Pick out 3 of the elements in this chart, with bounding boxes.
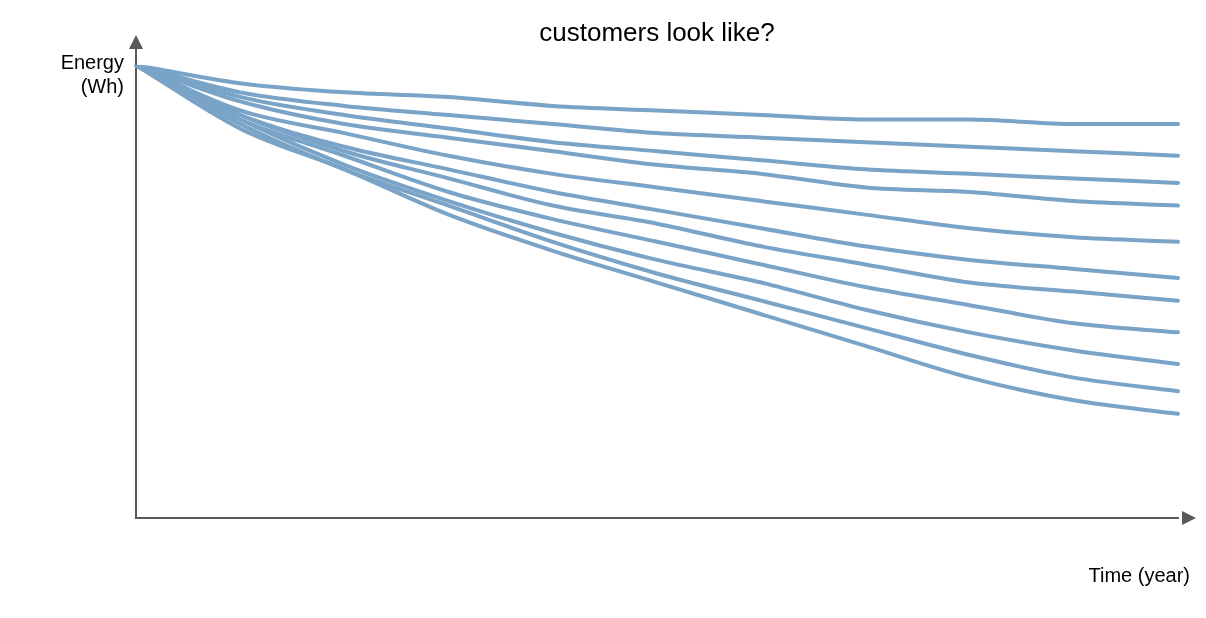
x-axis-title: Time (year) [1088, 563, 1190, 586]
y-axis-title: Energy (Wh) [60, 50, 124, 97]
chart-title: customers look like? [539, 16, 775, 47]
